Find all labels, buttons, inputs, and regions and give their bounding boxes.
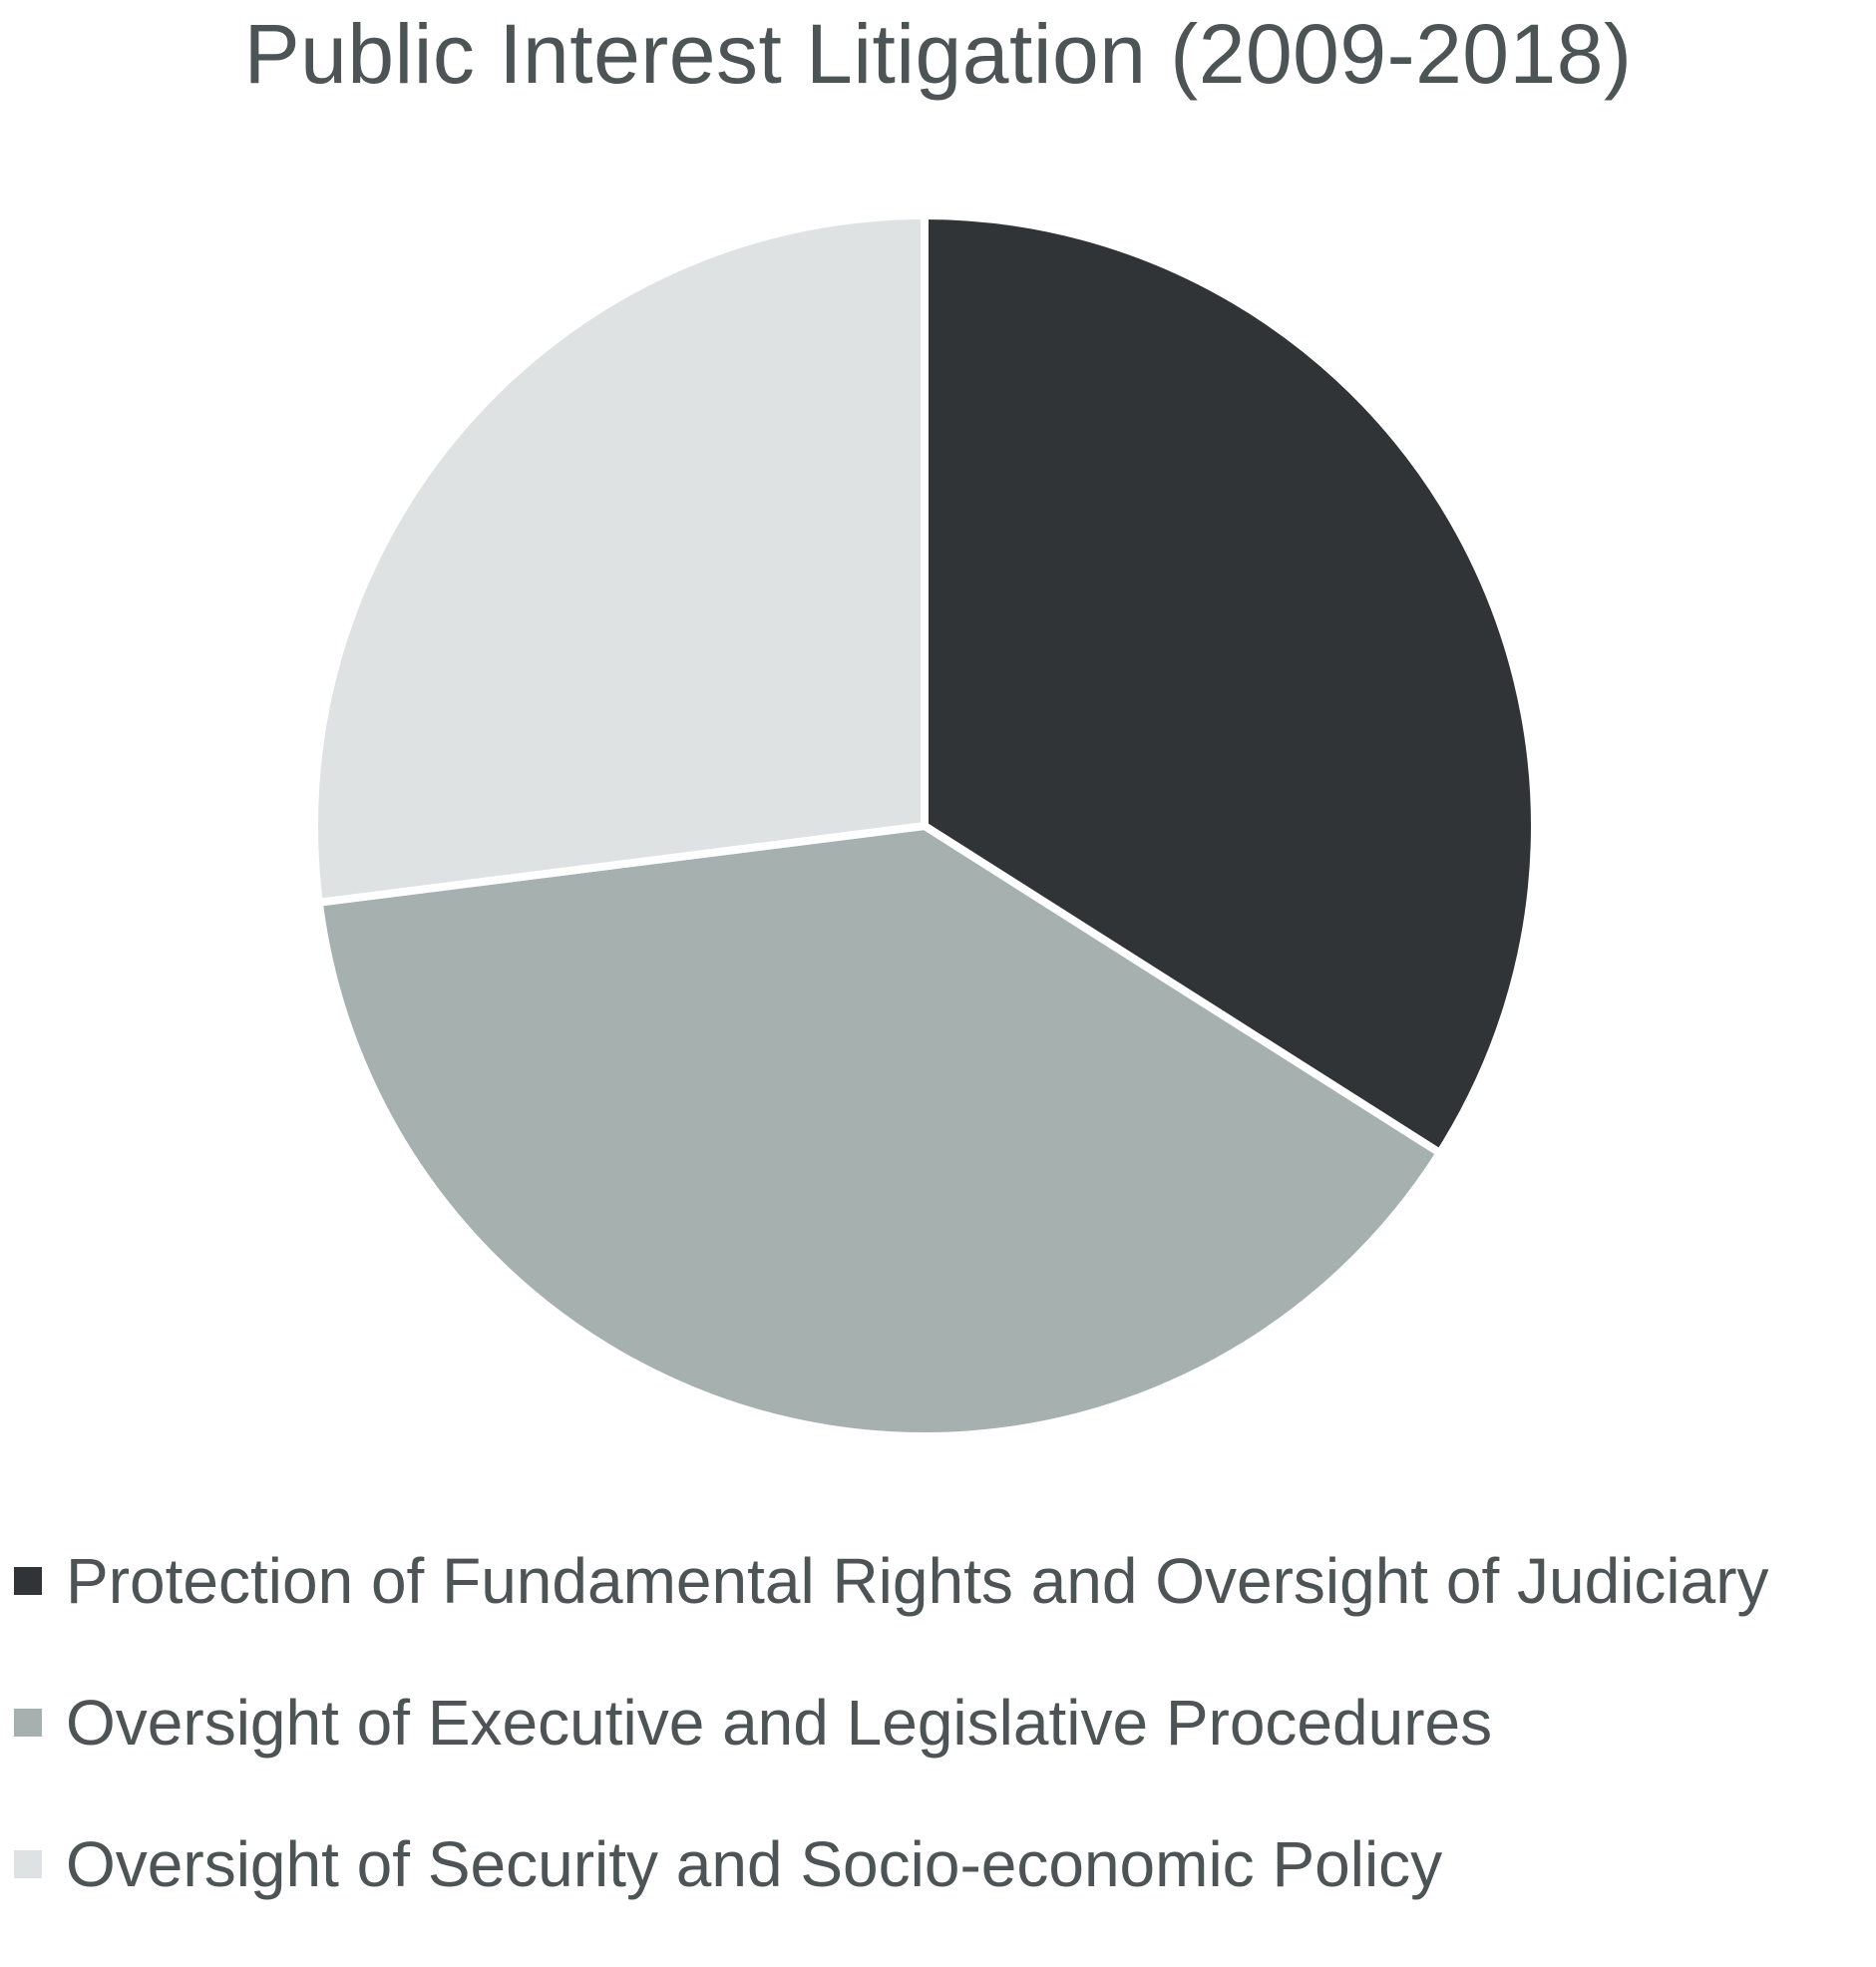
legend-swatch bbox=[14, 1709, 42, 1737]
pie-slice-2 bbox=[314, 821, 1446, 1441]
legend-label: Oversight of Executive and Legislative P… bbox=[66, 1687, 1493, 1759]
legend-swatch bbox=[14, 1567, 42, 1595]
legend-swatch bbox=[14, 1850, 42, 1878]
pie-slice-3 bbox=[310, 210, 929, 908]
legend-label: Oversight of Security and Socio-economic… bbox=[66, 1828, 1443, 1900]
pie-slices bbox=[310, 210, 1540, 1441]
chart-title: Public Interest Litigation (2009-2018) bbox=[243, 7, 1633, 101]
legend-label: Protection of Fundamental Rights and Ove… bbox=[66, 1545, 1769, 1617]
